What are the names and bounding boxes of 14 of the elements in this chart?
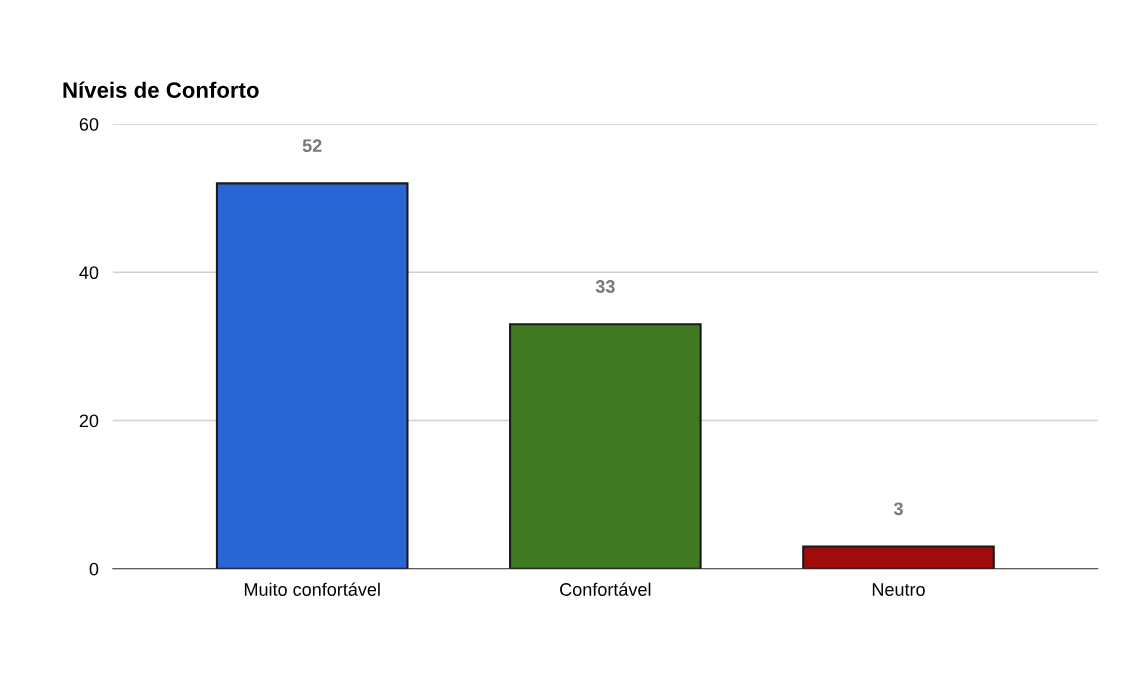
y-tick-label: 20 <box>79 414 99 428</box>
data-label: 3 <box>893 502 903 516</box>
bar <box>215 182 409 569</box>
y-tick-label: 60 <box>79 118 99 131</box>
chart-title: Níveis de Conforto <box>63 81 259 98</box>
bar <box>509 323 702 569</box>
y-tick-label: 0 <box>89 562 99 576</box>
bar <box>802 545 995 569</box>
y-tick-label: 40 <box>79 266 99 280</box>
data-label: 33 <box>595 280 615 293</box>
x-tick-label: Neutro <box>872 583 925 596</box>
data-label: 52 <box>302 139 322 153</box>
x-tick-label: Confortável <box>560 582 651 596</box>
x-tick-label: Muito confortável <box>244 582 380 596</box>
